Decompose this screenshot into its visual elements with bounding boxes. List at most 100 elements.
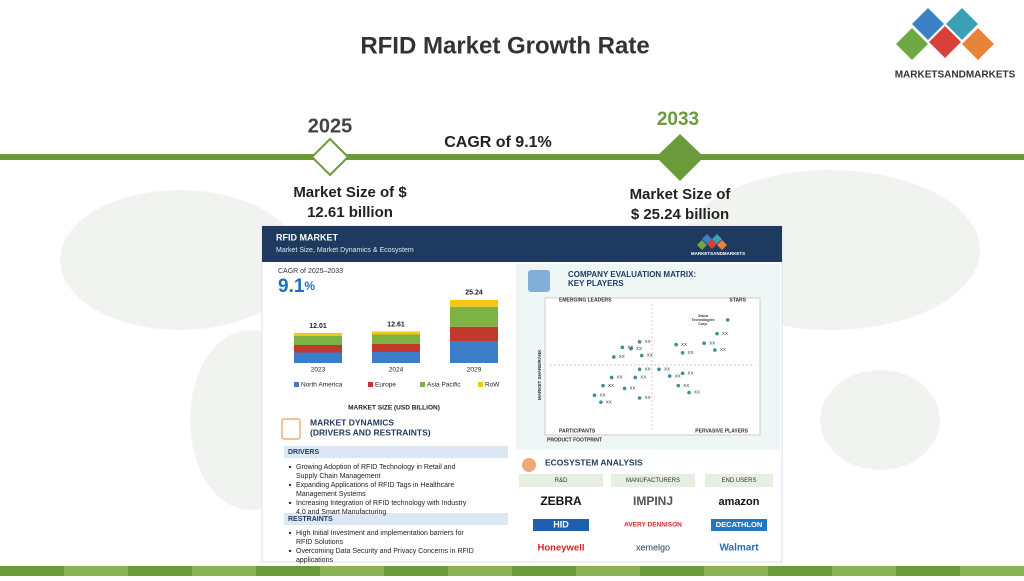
bullet-text: RFID Solutions xyxy=(296,539,344,546)
bullet-dot xyxy=(288,501,292,505)
company-logo: Walmart xyxy=(719,543,759,554)
legend-swatch xyxy=(294,382,299,387)
cagr-unit: % xyxy=(304,279,315,293)
x-tick-label: 2024 xyxy=(389,367,404,374)
bullet-text: 4.0 and Smart Manufacturing xyxy=(296,509,386,516)
bullet-text: High Initial Investment and implementati… xyxy=(296,530,464,537)
company-logo: IMPINJ xyxy=(633,494,673,508)
point-label: XX xyxy=(664,366,670,371)
timeline-line xyxy=(0,154,1024,160)
dynamics-title: MARKET DYNAMICS xyxy=(310,417,394,427)
column-header: END USERS xyxy=(721,478,756,484)
legend-swatch xyxy=(368,382,373,387)
bar-total: 25.24 xyxy=(465,290,483,297)
matrix-point xyxy=(667,374,672,378)
point-label: XX xyxy=(688,350,694,355)
legend-swatch xyxy=(478,382,483,387)
bar-segment xyxy=(294,336,342,345)
matrix-point xyxy=(680,351,685,355)
cagr-number: 9.1 xyxy=(278,276,305,297)
matrix-point xyxy=(674,342,678,347)
end-year: 2033 xyxy=(657,109,699,130)
bullet-list: Growing Adoption of RFID Technology in R… xyxy=(288,464,474,564)
bar-total: 12.01 xyxy=(309,323,327,330)
end-size: $ 25.24 billion xyxy=(631,206,729,223)
company-logo: HID xyxy=(553,519,569,529)
bullet-text: applications xyxy=(296,557,333,564)
column-header: R&D xyxy=(555,478,568,484)
point-label: XX xyxy=(675,373,681,378)
bullet-text: Expanding Applications of RFID Tags in H… xyxy=(296,482,454,489)
bullet-text: Supply Chain Management xyxy=(296,473,380,480)
bar-segment xyxy=(294,352,342,363)
ecosystem-title: ECOSYSTEM ANALYSIS xyxy=(545,457,643,467)
matrix-x-label: PRODUCT FOOTPRINT xyxy=(547,437,602,443)
matrix-point xyxy=(702,341,706,346)
matrix-point xyxy=(629,346,633,351)
ecosystem-icon xyxy=(522,458,536,472)
company-logo: amazon xyxy=(719,496,760,508)
company-logo: DECATHLON xyxy=(716,520,763,529)
point-label: XX xyxy=(630,386,636,391)
legend-label: RoW xyxy=(485,382,500,389)
matrix-point xyxy=(680,371,685,376)
company-logo: ZEBRA xyxy=(540,494,582,508)
matrix-title: KEY PLAYERS xyxy=(568,279,624,288)
matrix-point xyxy=(687,390,691,395)
matrix-point xyxy=(639,353,644,358)
restraints-label: RESTRAINTS xyxy=(288,516,333,523)
x-tick-label: 2023 xyxy=(311,367,326,374)
matrix-point xyxy=(633,375,638,380)
dynamics-icon xyxy=(281,418,301,440)
company-logo: Honeywell xyxy=(538,543,585,554)
logo-box xyxy=(711,519,767,531)
bullet-text: Growing Adoption of RFID Technology in R… xyxy=(296,464,456,471)
point-label: XX xyxy=(683,383,689,388)
infographic-logo-text: MARKETSANDMARKETS xyxy=(691,251,745,256)
ecosystem-panel xyxy=(516,452,780,560)
start-year: 2025 xyxy=(308,115,353,137)
point-label: XX xyxy=(606,399,612,404)
point-label: XX xyxy=(640,375,646,380)
cagr-value: 9.1% xyxy=(278,276,315,297)
dynamics-title: (DRIVERS AND RESTRAINTS) xyxy=(310,427,431,437)
point-label: XX xyxy=(688,371,694,376)
point-label: XX xyxy=(722,331,728,336)
bullet-text: Management Systems xyxy=(296,491,366,498)
point-label: XX xyxy=(617,375,623,380)
bar-total: 12.61 xyxy=(387,321,405,328)
bar-segment xyxy=(450,299,498,307)
logo-text: MARKETSANDMARKETS xyxy=(895,70,1016,81)
restraints-band xyxy=(284,513,508,525)
bar-segment xyxy=(372,331,420,335)
matrix-point xyxy=(601,383,605,388)
matrix-point xyxy=(713,348,717,352)
matrix-title: COMPANY EVALUATION MATRIX: xyxy=(568,270,696,279)
bullet-dot xyxy=(288,531,292,535)
matrix-y-label: MARKET SHARE/RANK xyxy=(537,349,542,400)
title: RFID Market Growth Rate xyxy=(360,32,649,59)
point-label: XX xyxy=(645,339,651,344)
column-header-band xyxy=(611,474,695,487)
column-header-band xyxy=(519,474,603,487)
bullet-dot xyxy=(288,549,292,553)
start-size: 12.61 billion xyxy=(307,204,393,221)
ecosystem-grid: R&D ZEBRA HID Honeywell MANUFACTURERS IMPINJ A… xyxy=(519,474,773,554)
point-label: XX xyxy=(608,383,614,388)
matrix-point xyxy=(657,367,661,372)
matrix-point xyxy=(637,340,642,344)
infographic-header xyxy=(262,226,782,262)
quadrant-label: EMERGING LEADERS xyxy=(559,297,612,303)
point-label: XX xyxy=(599,392,605,397)
drivers-band xyxy=(284,446,508,458)
matrix-point xyxy=(725,318,730,322)
logo-mark xyxy=(896,8,994,60)
point-label: XX xyxy=(709,340,715,345)
bar-segment xyxy=(450,306,498,327)
logo-box xyxy=(533,519,589,531)
point-label: XX xyxy=(720,347,726,352)
matrix-point xyxy=(612,355,616,359)
highlight-label: Technologies xyxy=(692,318,715,322)
infographic-logo-mark xyxy=(697,234,727,250)
